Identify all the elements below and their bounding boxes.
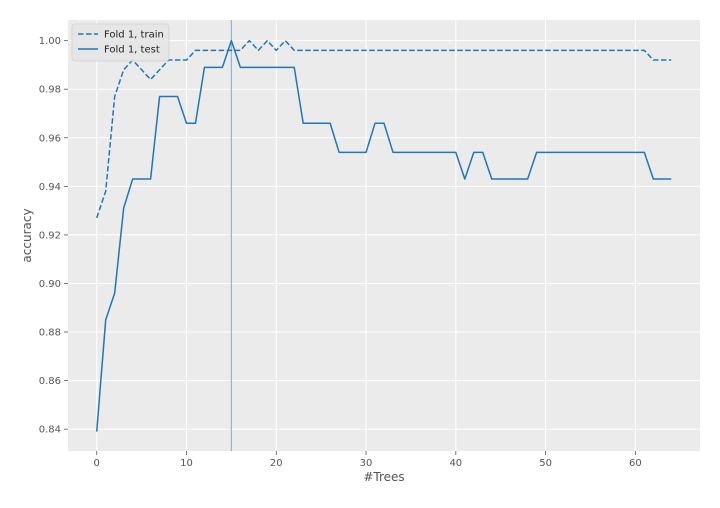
y-tick-label: 1.00: [39, 36, 61, 47]
x-axis-label: #Trees: [363, 470, 404, 484]
y-tick-label: 0.84: [39, 425, 61, 436]
x-tick-label: 0: [94, 458, 100, 469]
grid-lines: [68, 20, 700, 451]
y-tick-label: 0.88: [39, 328, 61, 339]
y-tick-label: 0.98: [39, 85, 61, 96]
x-tick-label: 20: [270, 458, 283, 469]
series-lines: [95, 39, 672, 432]
legend-label: Fold 1, train: [104, 30, 164, 41]
y-axis-label: accuracy: [20, 208, 34, 262]
x-tick-label: 50: [539, 458, 552, 469]
x-tick-labels: 0 10 20 30 40 50 60: [94, 451, 642, 469]
plot-area: [68, 20, 700, 451]
x-tick-label: 30: [360, 458, 373, 469]
y-tick-label: 0.86: [39, 376, 61, 387]
x-tick-label: 40: [449, 458, 462, 469]
x-tick-label: 10: [180, 458, 193, 469]
y-tick-label: 0.94: [39, 182, 61, 193]
y-tick-labels: 0.84 0.86 0.88 0.90 0.92 0.94 0.96 0.98 1.00: [39, 36, 68, 436]
y-tick-label: 0.92: [39, 230, 61, 241]
series-line-test: [95, 39, 672, 432]
legend: Fold 1, train Fold 1, test: [71, 23, 170, 62]
x-tick-label: 60: [629, 458, 642, 469]
series-line-train: [96, 39, 672, 219]
y-tick-label: 0.96: [39, 133, 61, 144]
y-tick-label: 0.90: [39, 279, 61, 290]
legend-label: Fold 1, test: [104, 45, 160, 56]
